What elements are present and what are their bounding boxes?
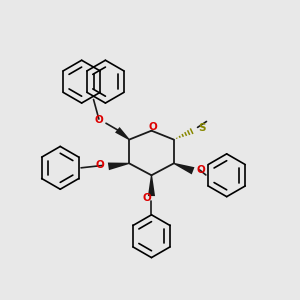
Text: O: O	[143, 194, 152, 203]
Polygon shape	[115, 127, 130, 140]
Text: O: O	[148, 122, 157, 131]
Polygon shape	[148, 175, 155, 196]
Polygon shape	[108, 163, 129, 170]
Polygon shape	[174, 163, 194, 174]
Text: O: O	[197, 165, 206, 175]
Text: S: S	[198, 123, 206, 133]
Text: O: O	[94, 115, 103, 125]
Text: O: O	[96, 160, 104, 170]
